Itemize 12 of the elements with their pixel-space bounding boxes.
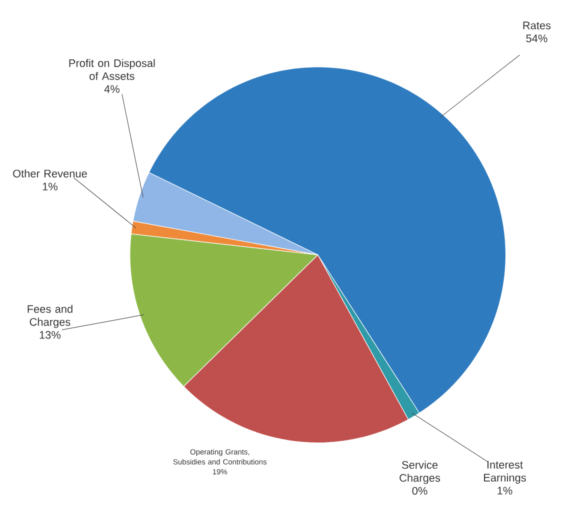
data-label: 13% [40, 331, 61, 339]
slice-label: Other Revenue [13, 170, 87, 178]
slice-label: Fees and Charges [28, 304, 72, 328]
data-label: 54% [526, 34, 548, 42]
text: 0% [412, 487, 428, 495]
data-label: 1% [42, 182, 58, 190]
data-label: 1% [498, 486, 512, 495]
slice-label: Interest Earnings [484, 461, 526, 484]
data-label: 4% [104, 85, 120, 94]
slice-label: Profit on Disposal of Assets [69, 59, 155, 80]
category-label: Service Charges [400, 460, 440, 484]
slice-label: Rates [523, 22, 551, 30]
